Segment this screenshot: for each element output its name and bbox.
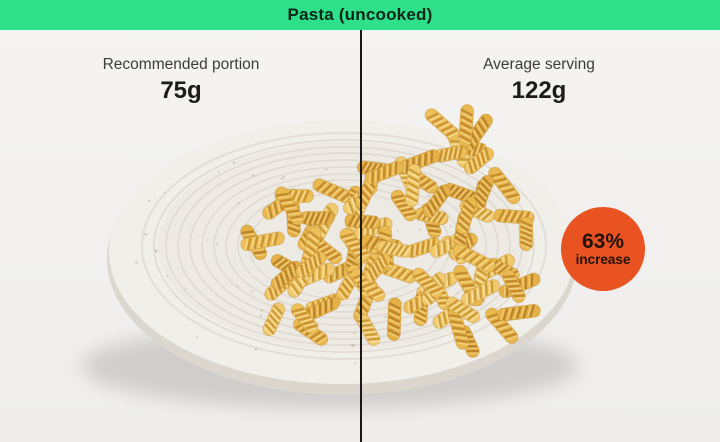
- left-portion-value: 75g: [160, 77, 202, 104]
- right-portion-value: 122g: [511, 77, 567, 104]
- page-title: Pasta (uncooked): [287, 5, 433, 24]
- increase-label: increase: [575, 252, 631, 268]
- left-portion-label: Recommended portion: [102, 56, 260, 73]
- right-column: Average serving 122g: [414, 56, 664, 105]
- header-bar: Pasta (uncooked): [0, 0, 720, 30]
- left-column: Recommended portion 75g: [56, 56, 306, 105]
- increase-badge: 63% increase: [561, 207, 645, 291]
- increase-percent: 63%: [581, 230, 625, 254]
- right-portion-label: Average serving: [483, 56, 595, 73]
- divider-line: [360, 30, 362, 442]
